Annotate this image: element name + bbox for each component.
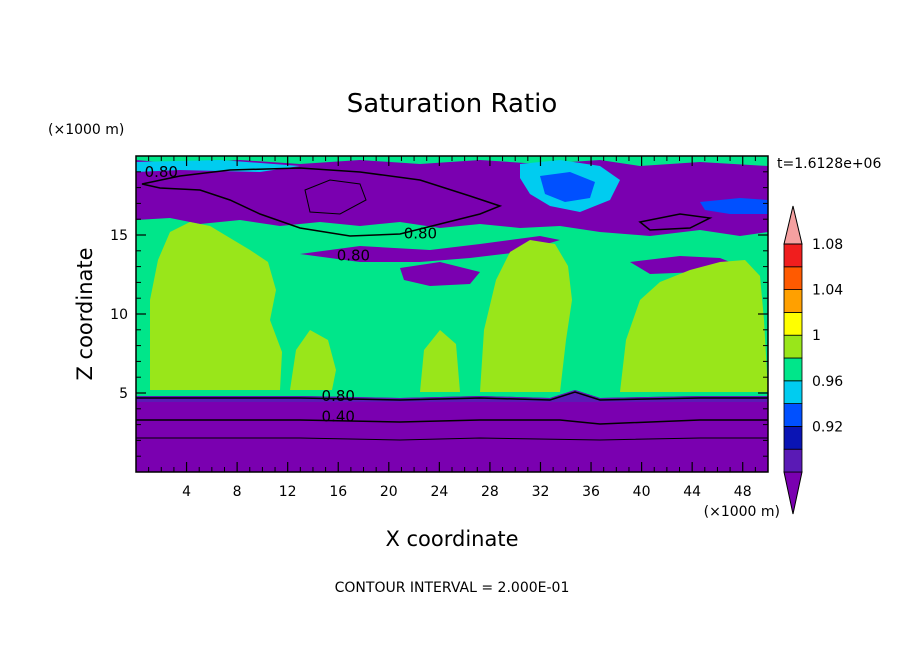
colorbar-band (783, 380, 803, 404)
contour-labels: 0.80 0.80 0.80 0.80 0.40 (145, 163, 438, 426)
x-axis-ticks: 4 8 12 16 20 24 28 32 36 40 44 48 (148, 156, 756, 500)
contour-line (136, 419, 768, 425)
colorbar-tick-label: 1.04 (812, 283, 843, 299)
y-unit-label: (×1000 m) (48, 122, 124, 138)
plume-1 (150, 222, 282, 390)
y-axis-label: Z coordinate (73, 247, 97, 380)
x-tick-label: 44 (683, 484, 701, 500)
y-tick-label: 10 (110, 307, 128, 323)
mid-dry-band (300, 236, 560, 262)
x-tick-label: 16 (329, 484, 347, 500)
y-tick-label: 15 (110, 228, 128, 244)
x-tick-label: 40 (633, 484, 651, 500)
plume-1-extra (290, 330, 336, 390)
y-tick-label: 5 (119, 386, 128, 402)
colorbar-tick-label: 0.92 (812, 419, 843, 435)
contour-label: 0.80 (145, 163, 178, 181)
contour-interval-note: CONTOUR INTERVAL = 2.000E-01 (335, 580, 570, 596)
contour-label: 0.40 (322, 408, 355, 426)
x-tick-label: 4 (182, 484, 191, 500)
y-axis-ticks: 5 10 15 (110, 171, 768, 457)
chart-title: Saturation Ratio (347, 89, 558, 119)
x-tick-label: 32 (532, 484, 550, 500)
contour-line (638, 213, 713, 231)
time-label: t=1.6128e+06 (777, 156, 881, 172)
plume-3 (620, 260, 768, 392)
plot-area (136, 156, 768, 472)
colorbar-tick-label: 0.96 (812, 374, 843, 390)
colorbar-band (783, 357, 803, 382)
plume-2 (480, 240, 572, 392)
lower-transition (136, 390, 768, 402)
colorbar-band (783, 243, 803, 268)
contour-label: 0.80 (337, 247, 370, 265)
contour-label: 0.80 (322, 387, 355, 405)
colorbar-band (783, 334, 803, 359)
x-tick-label: 20 (380, 484, 398, 500)
x-unit-label: (×1000 m) (704, 504, 780, 520)
x-tick-label: 48 (734, 484, 752, 500)
x-tick-label: 8 (233, 484, 242, 500)
colorbar-tick-label: 1 (812, 328, 821, 344)
mid-dry-patch (400, 262, 480, 286)
contour-line (136, 437, 768, 441)
colorbar-band (783, 289, 803, 313)
colorbar-band (783, 205, 803, 245)
contour-line (304, 179, 367, 215)
colorbar: 0.92 0.96 1 1.04 1.08 (783, 205, 843, 515)
colorbar-band (783, 448, 803, 473)
contour-line (136, 391, 768, 401)
colorbar-tick-label: 1.08 (812, 237, 843, 253)
x-axis-label: X coordinate (385, 527, 518, 551)
lower-dry-region (136, 390, 768, 472)
upper-blue-patch (540, 172, 595, 202)
plume-1-extra-b (420, 330, 460, 392)
colorbar-band (783, 403, 803, 427)
colorbar-band (783, 471, 803, 515)
contour-label: 0.80 (404, 224, 437, 242)
colorbar-band (783, 425, 803, 450)
upper-blue-right (700, 198, 768, 214)
colorbar-band (783, 311, 803, 336)
contour-line (141, 167, 503, 237)
x-tick-label: 12 (279, 484, 297, 500)
x-tick-label: 24 (430, 484, 448, 500)
x-tick-label: 28 (481, 484, 499, 500)
x-tick-label: 36 (582, 484, 600, 500)
colorbar-band (783, 266, 803, 290)
